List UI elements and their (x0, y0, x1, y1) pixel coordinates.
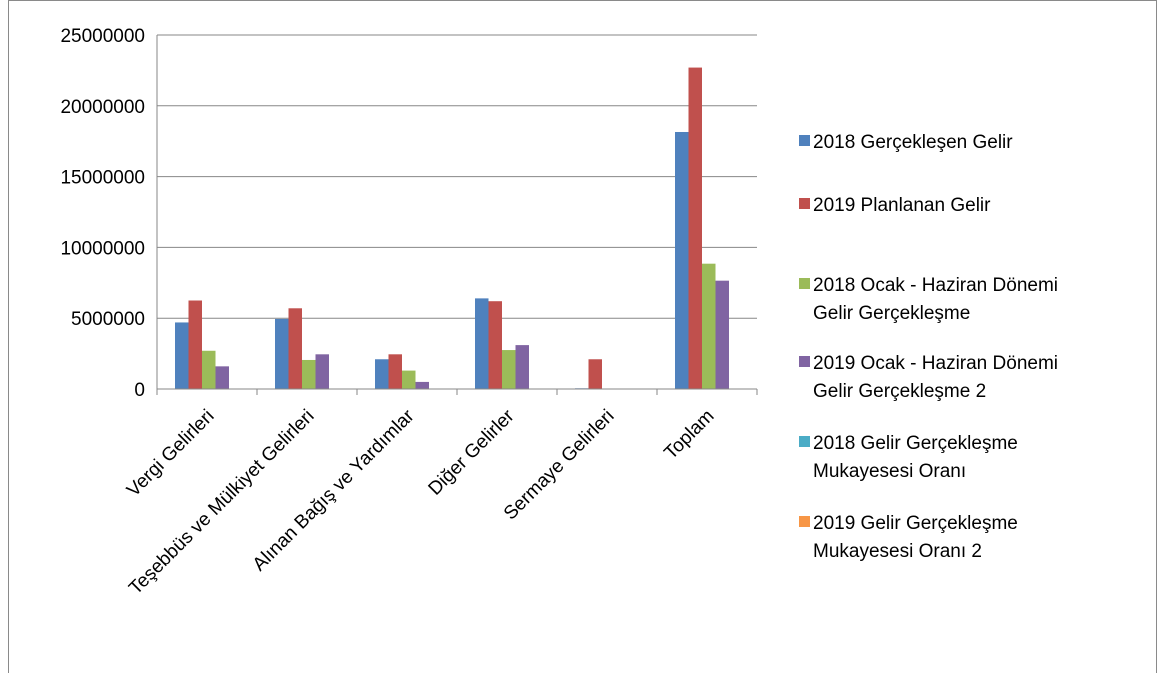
bar (589, 359, 603, 389)
bar (489, 301, 503, 389)
legend-label: 2019 Gelir Gerçekleşme (813, 513, 1018, 534)
y-tick-labels: 0 5000000 10000000 15000000 20000000 25000000 (60, 26, 145, 401)
bar (302, 360, 316, 389)
x-tick-label: Alınan Bağış ve Yardımlar (249, 405, 419, 575)
bar (675, 132, 689, 389)
bar (216, 366, 230, 389)
legend-label: 2018 Gelir Gerçekleşme (813, 433, 1018, 454)
legend-label: Mukayesesi Oranı 2 (813, 541, 982, 562)
y-tick-label: 15000000 (60, 168, 145, 189)
bar (316, 354, 330, 389)
legend-swatch (799, 436, 810, 447)
legend: 2018 Gerçekleşen Gelir 2019 Planlanan Gel… (799, 132, 1058, 562)
x-tick-label: Diğer Gelirler (425, 405, 519, 499)
bar (689, 68, 703, 389)
legend-label: 2018 Gerçekleşen Gelir (813, 132, 1013, 153)
bar (716, 281, 730, 389)
bar (516, 345, 530, 389)
legend-label: 2019 Planlanan Gelir (813, 195, 991, 216)
x-tick-label: Toplam (660, 406, 718, 464)
y-tick-label: 25000000 (60, 26, 145, 47)
legend-label: Gelir Gerçekleşme (813, 303, 970, 324)
bar (702, 264, 716, 389)
bar (289, 308, 303, 389)
legend-swatch (799, 278, 810, 289)
legend-swatch (799, 135, 810, 146)
y-tick-label: 10000000 (60, 238, 145, 259)
legend-label: Gelir Gerçekleşme 2 (813, 381, 986, 402)
x-tick-label: Sermaye Gelirleri (500, 406, 619, 525)
legend-label: 2018 Ocak - Haziran Dönemi (813, 275, 1058, 296)
legend-label: Mukayesesi Oranı (813, 461, 966, 482)
bar (402, 371, 416, 389)
bar (275, 319, 289, 389)
bar (389, 354, 403, 389)
bar-chart: 0 5000000 10000000 15000000 20000000 25000000… (9, 1, 1158, 674)
gridlines (157, 35, 757, 318)
bar (202, 351, 216, 389)
bar (502, 350, 516, 389)
legend-swatch (799, 516, 810, 527)
legend-swatch (799, 198, 810, 209)
bar (189, 301, 203, 390)
legend-swatch (799, 356, 810, 367)
legend-label: 2019 Ocak - Haziran Dönemi (813, 353, 1058, 374)
y-tick-label: 20000000 (60, 97, 145, 118)
bar (416, 382, 430, 389)
bar (475, 298, 489, 389)
bars (175, 68, 729, 389)
chart-frame: 0 5000000 10000000 15000000 20000000 25000000… (8, 0, 1157, 673)
y-tick-label: 0 (134, 380, 145, 401)
y-tick-label: 5000000 (71, 309, 145, 330)
x-tick-label: Teşebbüs ve Mülkiyet Gelirleri (125, 406, 318, 599)
bar (375, 359, 389, 389)
x-tick-label: Vergi Gelirleri (123, 406, 218, 501)
axes (157, 35, 757, 395)
bar (175, 322, 189, 389)
